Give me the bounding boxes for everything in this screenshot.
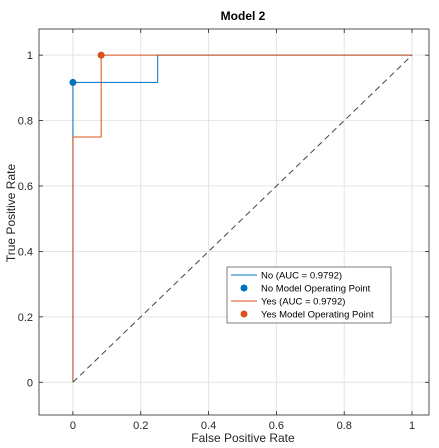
legend-swatch-3	[240, 310, 248, 318]
legend-label-1: No Model Operating Point	[261, 284, 371, 295]
y-tick-label-2: 0.4	[18, 246, 33, 258]
y-tick-label-4: 0.8	[18, 116, 33, 128]
operating-point-3	[97, 51, 105, 59]
legend-swatch-1	[240, 284, 248, 292]
x-tick-label-4: 0.8	[337, 420, 352, 432]
chance-diagonal-line	[72, 54, 413, 383]
legend-label-2: Yes (AUC = 0.9792)	[261, 297, 345, 308]
legend-label-0: No (AUC = 0.9792)	[261, 271, 342, 282]
roc-curve-2	[72, 54, 413, 383]
chart-title: Model 2	[221, 9, 266, 23]
plot-background	[39, 29, 429, 415]
legend: No (AUC = 0.9792) No Model Operating Poin…	[226, 266, 392, 324]
x-tick-label-3: 0.6	[269, 420, 284, 432]
legend-label-3: Yes Model Operating Point	[261, 310, 374, 321]
plot-frame	[38, 28, 430, 416]
operating-point-1	[69, 78, 77, 86]
y-tick-label-5: 1	[27, 50, 33, 62]
legend-box	[226, 266, 392, 324]
y-axis-label: True Positive Rate	[4, 164, 18, 263]
x-tick-label-2: 0.4	[201, 420, 216, 432]
x-tick-label-1: 0.2	[133, 420, 148, 432]
y-tick-label-3: 0.6	[18, 181, 33, 193]
x-tick-label-0: 0	[70, 420, 76, 432]
x-axis-label: False Positive Rate	[191, 431, 295, 445]
y-tick-label-0: 0	[27, 377, 33, 389]
x-tick-label-5: 1	[409, 420, 415, 432]
y-tick-label-1: 0.2	[18, 312, 33, 324]
